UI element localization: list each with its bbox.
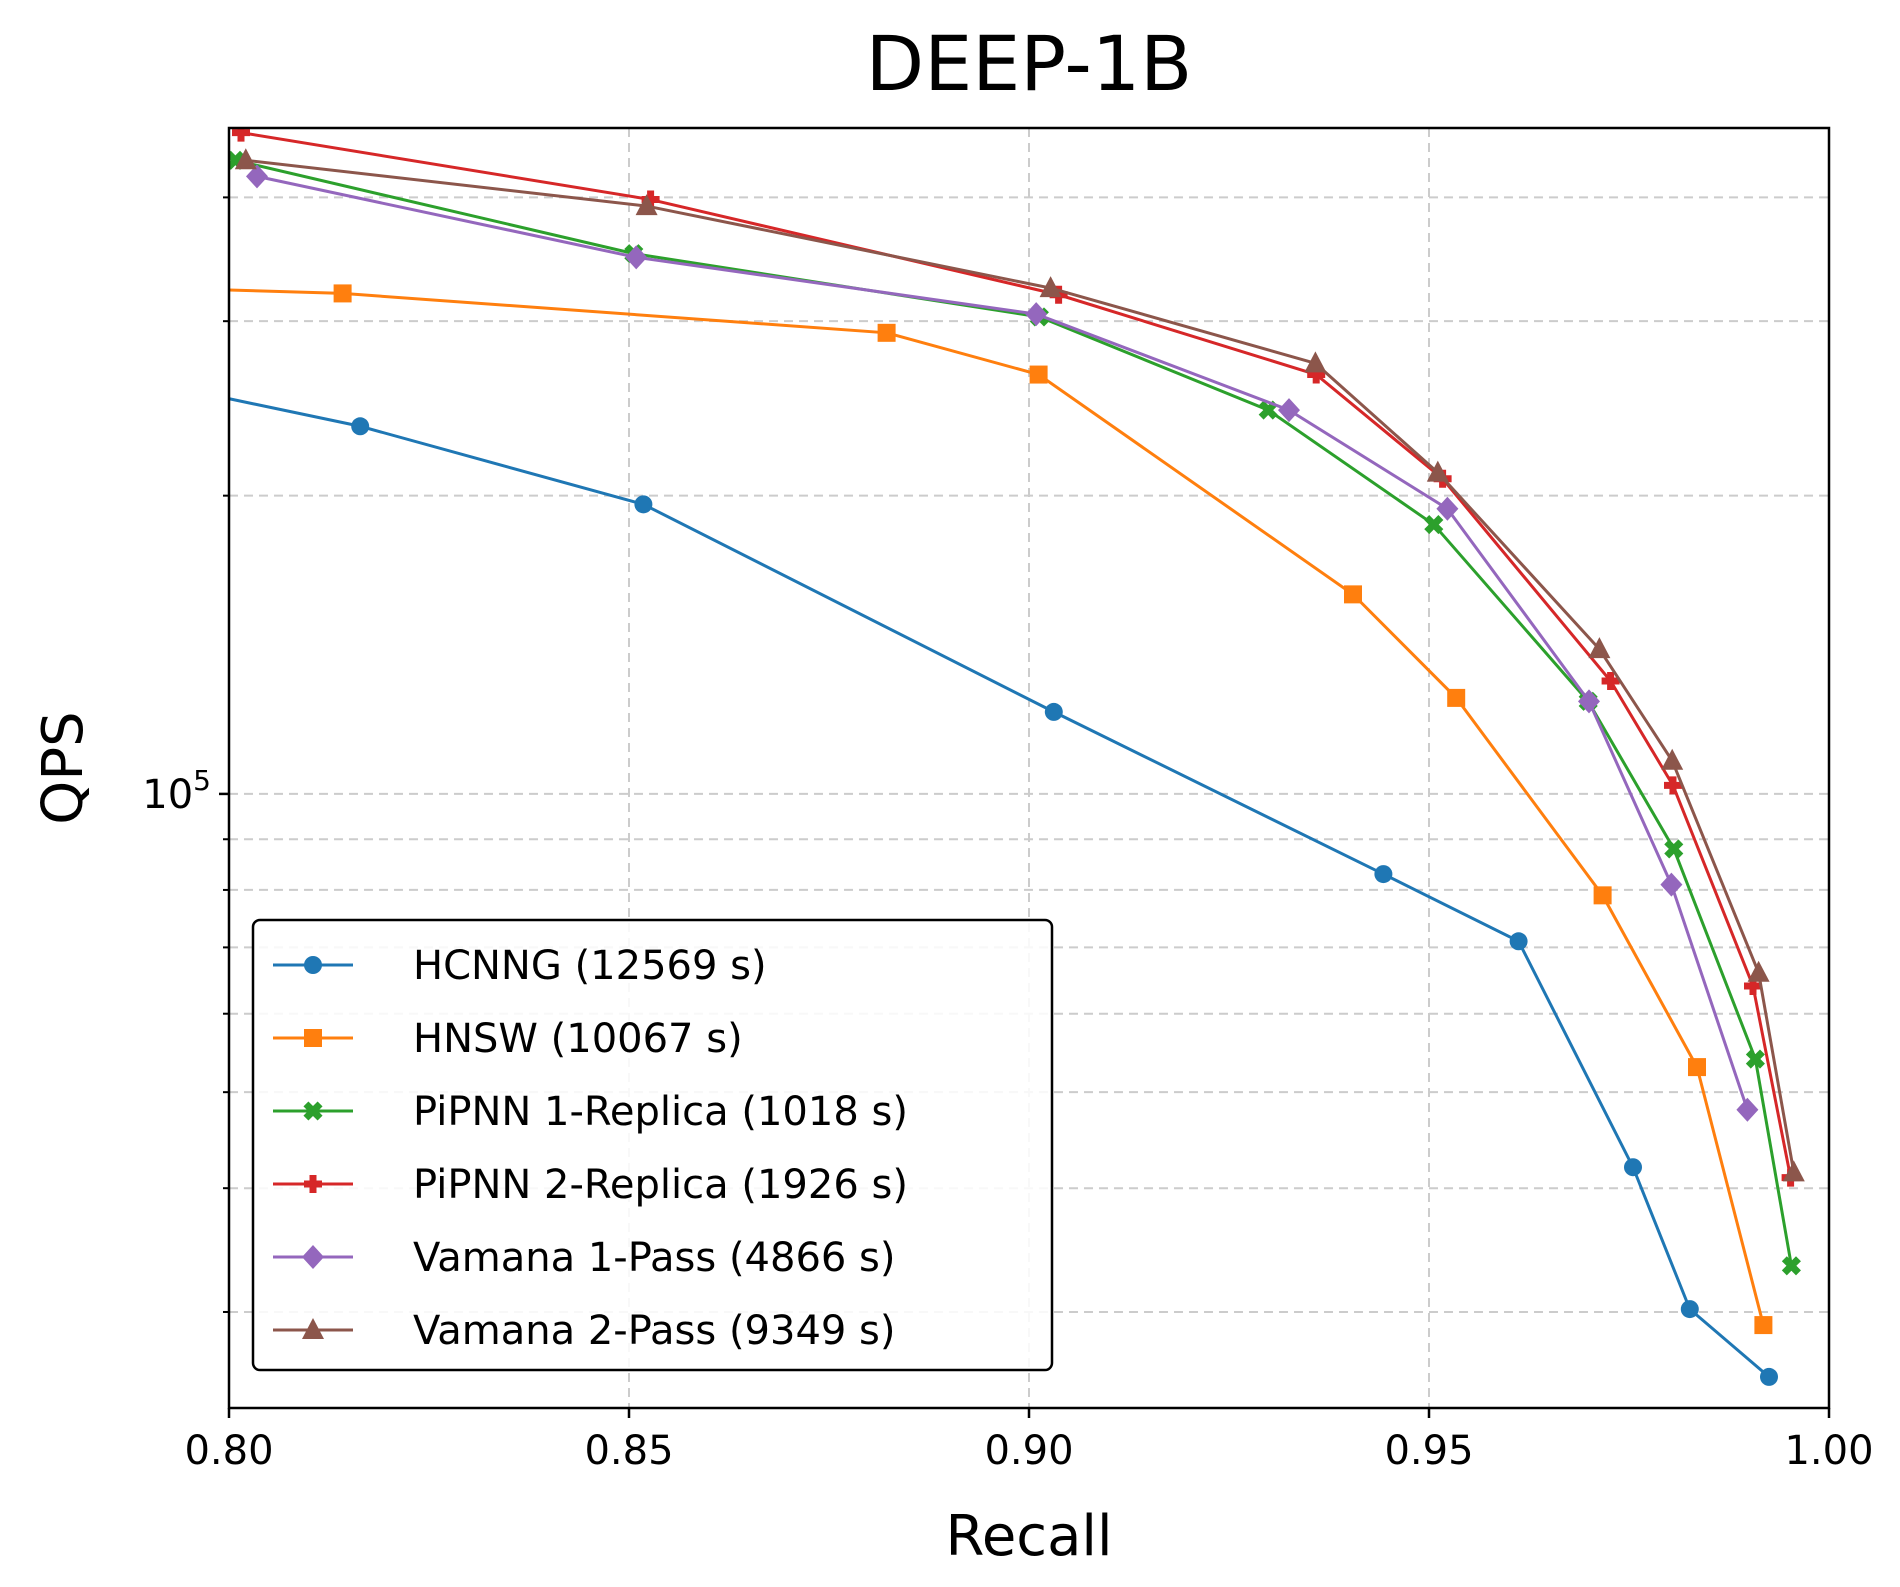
data-point (1601, 672, 1620, 691)
data-point (1782, 1160, 1805, 1182)
data-point (1426, 460, 1449, 482)
legend-label: Vamana 2-Pass (9349 s) (413, 1308, 896, 1354)
data-point (634, 495, 653, 514)
data-point (1374, 865, 1393, 884)
legend-label: PiPNN 1-Replica (1018 s) (413, 1089, 908, 1135)
series-line (256, 174, 1749, 1111)
data-point (1509, 932, 1528, 951)
data-point (1578, 689, 1600, 714)
data-point (1736, 1097, 1759, 1122)
data-point (635, 194, 658, 216)
x-tick-label: 0.80 (184, 1428, 273, 1474)
data-point (1745, 1049, 1765, 1069)
data-point (1688, 1058, 1706, 1077)
series (234, 148, 1805, 1182)
data-point (234, 148, 257, 170)
data-point (304, 956, 322, 974)
data-point (1747, 960, 1770, 982)
data-point (1044, 702, 1063, 721)
data-point (304, 1029, 322, 1047)
data-point (1754, 1316, 1773, 1335)
y-tick-label: 105 (142, 764, 211, 818)
data-point (232, 128, 250, 142)
data-point (200, 280, 218, 298)
data-point (1447, 688, 1466, 707)
data-point (1307, 365, 1326, 384)
data-point (1588, 637, 1611, 659)
legend-label: Vamana 1-Pass (4866 s) (413, 1235, 896, 1281)
x-tick-label: 0.90 (984, 1428, 1073, 1474)
data-point (1680, 1300, 1699, 1319)
x-tick-label: 1.00 (1784, 1428, 1873, 1474)
data-point (302, 1318, 324, 1339)
data-point (641, 190, 660, 209)
chart-title: DEEP-1B (866, 19, 1193, 108)
data-point (1760, 1367, 1778, 1386)
legend: HCNNG (12569 s) HNSW (10067 s) PiPNN 1-Rep… (251, 918, 1054, 1372)
data-point (303, 1101, 323, 1121)
x-axis-label: Recall (945, 1504, 1112, 1569)
data-point (1025, 302, 1048, 327)
y-axis-ticks: 105 (142, 196, 229, 1313)
data-point (1039, 276, 1062, 298)
data-point (1029, 365, 1048, 384)
x-tick-label: 0.85 (584, 1428, 673, 1474)
data-point (1660, 872, 1683, 897)
y-axis-label: QPS (31, 711, 96, 824)
data-point (1744, 976, 1762, 995)
data-point (246, 164, 268, 189)
data-point (1661, 748, 1684, 770)
data-point (200, 386, 218, 404)
data-point (877, 323, 896, 342)
data-point (1344, 585, 1362, 604)
data-point (1781, 1256, 1801, 1276)
legend-label: PiPNN 2-Replica (1926 s) (413, 1162, 908, 1208)
data-point (333, 284, 352, 303)
data-point (625, 245, 648, 270)
series (200, 280, 1773, 1335)
data-point (1304, 351, 1327, 373)
data-point (1278, 398, 1300, 423)
data-point (302, 1245, 324, 1269)
legend-label: HCNNG (12569 s) (413, 943, 767, 989)
series-layer (200, 128, 1805, 1386)
x-axis-ticks: 0.80 0.85 0.90 0.95 1.00 (184, 1408, 1874, 1474)
data-point (351, 417, 370, 436)
data-point (1436, 496, 1459, 521)
series (200, 386, 1778, 1386)
data-point (1624, 1158, 1642, 1177)
legend-label: HNSW (10067 s) (413, 1016, 743, 1062)
data-point (304, 1175, 322, 1193)
data-point (1593, 886, 1612, 905)
series (246, 164, 1759, 1122)
x-tick-label: 0.95 (1384, 1428, 1473, 1474)
legend-frame (251, 918, 1054, 1372)
data-point (1664, 839, 1684, 859)
data-point (1664, 776, 1682, 795)
data-point (1424, 515, 1444, 535)
